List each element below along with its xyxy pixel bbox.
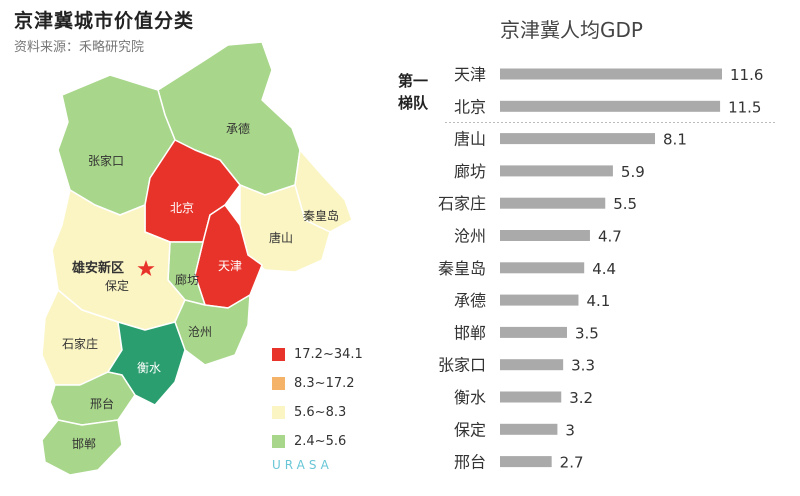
category-label: 衡水 xyxy=(454,388,486,407)
legend-swatch xyxy=(272,435,285,448)
region-label-xingtai: 邢台 xyxy=(90,396,114,411)
bar xyxy=(500,456,552,468)
map: 承德 张家口 北京 秦皇岛 唐山 天津 廊坊 保定 石家庄 沧州 衡水 邢台 邯… xyxy=(41,41,353,476)
category-label: 北京 xyxy=(454,97,486,116)
value-label: 5.5 xyxy=(613,195,637,213)
brand-logo: URASA xyxy=(272,458,333,472)
xiongan-label: 雄安新区 xyxy=(71,260,124,276)
bar xyxy=(500,68,722,80)
legend-item: 5.6~8.3 xyxy=(272,405,346,420)
value-label: 4.1 xyxy=(586,292,610,310)
category-label: 天津 xyxy=(454,65,486,84)
region-xingtai xyxy=(49,371,136,426)
category-label: 秦皇岛 xyxy=(438,259,486,278)
value-label: 3.5 xyxy=(575,324,599,342)
legend-swatch xyxy=(272,406,285,419)
region-label-shijiazhuang: 石家庄 xyxy=(62,336,98,351)
value-label: 4.7 xyxy=(598,228,622,246)
xiongan-star-icon xyxy=(137,260,155,276)
category-label: 唐山 xyxy=(454,130,486,149)
bar xyxy=(500,230,590,241)
tier-label: 梯队 xyxy=(398,94,429,112)
bar xyxy=(500,423,558,435)
category-label: 张家口 xyxy=(438,356,486,375)
legend-item: 2.4~5.6 xyxy=(272,434,346,449)
value-label: 2.7 xyxy=(560,454,584,472)
value-label: 11.6 xyxy=(730,66,763,84)
bar xyxy=(500,197,606,209)
map-source: 资料来源：禾略研究院 xyxy=(14,40,145,55)
region-cangzhou xyxy=(174,294,251,366)
value-label: 11.5 xyxy=(728,98,761,116)
value-label: 3.3 xyxy=(571,357,595,375)
bar xyxy=(500,165,613,177)
region-label-langfang: 廊坊 xyxy=(175,272,199,287)
region-label-tianjin: 天津 xyxy=(218,259,242,273)
region-label-tangshan: 唐山 xyxy=(269,230,293,245)
category-label: 保定 xyxy=(454,420,486,439)
legend-label: 5.6~8.3 xyxy=(294,405,347,420)
category-label: 邯郸 xyxy=(454,323,486,342)
value-label: 3 xyxy=(565,421,575,439)
bar xyxy=(500,326,567,338)
category-label: 廊坊 xyxy=(454,162,486,181)
region-label-hengshui: 衡水 xyxy=(137,361,161,375)
region-label-qinhuangdao: 秦皇岛 xyxy=(303,208,339,223)
category-label: 沧州 xyxy=(454,227,486,246)
bar xyxy=(500,294,579,306)
category-label: 邢台 xyxy=(454,453,486,472)
tier-label: 第一 xyxy=(398,72,428,90)
legend-label: 17.2~34.1 xyxy=(294,347,363,362)
bar xyxy=(500,391,562,403)
region-label-handan: 邯郸 xyxy=(72,436,96,451)
region-label-chengde: 承德 xyxy=(226,121,250,136)
bar xyxy=(500,262,585,274)
region-label-beijing: 北京 xyxy=(170,201,194,215)
region-label-cangzhou: 沧州 xyxy=(188,324,212,339)
region-label-zhangjiakou: 张家口 xyxy=(88,153,124,168)
legend-item: 8.3~17.2 xyxy=(272,376,355,391)
map-title: 京津冀城市价值分类 xyxy=(14,10,195,32)
value-label: 3.2 xyxy=(569,389,593,407)
region-handan xyxy=(41,419,123,476)
bar xyxy=(500,133,656,145)
region-label-baoding: 保定 xyxy=(105,278,129,293)
category-label: 石家庄 xyxy=(438,194,486,213)
bar xyxy=(500,359,564,371)
value-label: 5.9 xyxy=(621,163,645,181)
legend-item: 17.2~34.1 xyxy=(272,347,363,362)
legend-swatch xyxy=(272,377,285,390)
value-label: 8.1 xyxy=(663,131,687,149)
legend-label: 8.3~17.2 xyxy=(294,376,355,391)
category-label: 承德 xyxy=(454,291,486,310)
gdp-bar-chart: 天津 11.6 北京 11.5 唐山 8.1 廊坊 5.9 石家庄 5.5 沧州 4.7 秦皇岛 4.4 承… xyxy=(398,65,775,472)
legend-label: 2.4~5.6 xyxy=(294,434,347,449)
legend-swatch xyxy=(272,348,285,361)
chart-title: 京津冀人均GDP xyxy=(500,18,643,42)
region-hengshui xyxy=(107,321,186,406)
bar xyxy=(500,100,721,112)
value-label: 4.4 xyxy=(592,260,616,278)
